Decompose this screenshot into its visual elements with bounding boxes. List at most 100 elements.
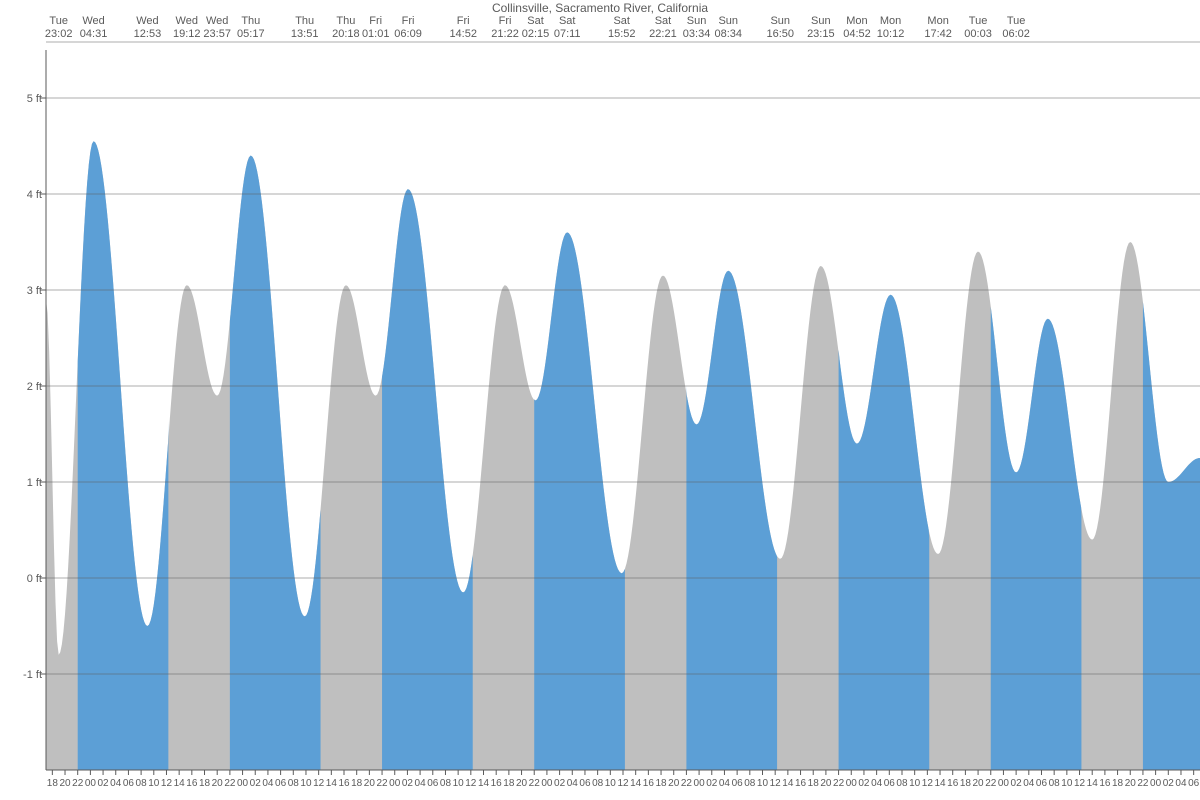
x-tick-label: 14 xyxy=(174,778,186,789)
y-axis-label: 5 ft xyxy=(27,93,42,105)
x-tick-label: 04 xyxy=(1175,778,1187,789)
extrema-day: Sun xyxy=(770,15,790,27)
x-tick-label: 06 xyxy=(123,778,135,789)
extrema-day: Sun xyxy=(718,15,738,27)
y-axis-label: 4 ft xyxy=(27,189,42,201)
x-tick-label: 12 xyxy=(617,778,629,789)
extrema-day: Mon xyxy=(880,15,901,27)
y-axis-label: 1 ft xyxy=(27,477,42,489)
x-tick-label: 20 xyxy=(212,778,224,789)
x-tick-label: 14 xyxy=(326,778,338,789)
extrema-time: 20:18 xyxy=(332,28,360,40)
extrema-day: Wed xyxy=(176,15,198,27)
extrema-day: Thu xyxy=(336,15,355,27)
extrema-time: 01:01 xyxy=(362,28,390,40)
x-tick-label: 06 xyxy=(427,778,439,789)
extrema-time: 22:21 xyxy=(649,28,677,40)
x-tick-label: 10 xyxy=(148,778,160,789)
x-tick-label: 10 xyxy=(453,778,465,789)
x-tick-label: 00 xyxy=(237,778,249,789)
extrema-time: 02:15 xyxy=(522,28,550,40)
extrema-time: 06:02 xyxy=(1002,28,1030,40)
extrema-day: Sat xyxy=(527,15,544,27)
x-tick-label: 20 xyxy=(668,778,680,789)
x-tick-label: 22 xyxy=(681,778,693,789)
x-tick-label: 10 xyxy=(300,778,312,789)
extrema-day: Fri xyxy=(457,15,470,27)
extrema-time: 13:51 xyxy=(291,28,319,40)
x-tick-label: 18 xyxy=(199,778,211,789)
extrema-time: 08:34 xyxy=(714,28,742,40)
extrema-day: Fri xyxy=(499,15,512,27)
extrema-day: Thu xyxy=(295,15,314,27)
extrema-time: 12:53 xyxy=(134,28,162,40)
x-tick-label: 08 xyxy=(592,778,604,789)
x-tick-label: 22 xyxy=(72,778,84,789)
extrema-time: 04:52 xyxy=(843,28,871,40)
y-axis-label: 3 ft xyxy=(27,285,42,297)
x-tick-label: 18 xyxy=(808,778,820,789)
x-tick-label: 12 xyxy=(313,778,325,789)
x-tick-label: 08 xyxy=(896,778,908,789)
x-tick-label: 18 xyxy=(960,778,972,789)
x-tick-label: 20 xyxy=(364,778,376,789)
x-tick-label: 10 xyxy=(1061,778,1073,789)
x-tick-label: 08 xyxy=(136,778,148,789)
x-tick-label: 18 xyxy=(351,778,363,789)
x-tick-label: 12 xyxy=(161,778,173,789)
x-tick-label: 08 xyxy=(440,778,452,789)
y-axis-label: 0 ft xyxy=(27,573,42,585)
x-tick-label: 02 xyxy=(1011,778,1023,789)
extrema-time: 23:15 xyxy=(807,28,835,40)
x-tick-label: 02 xyxy=(250,778,262,789)
x-tick-label: 20 xyxy=(59,778,71,789)
x-tick-label: 22 xyxy=(985,778,997,789)
extrema-time: 23:57 xyxy=(203,28,231,40)
x-tick-label: 02 xyxy=(858,778,870,789)
tide-area-day xyxy=(1143,289,1200,770)
x-tick-label: 10 xyxy=(757,778,769,789)
extrema-time: 10:12 xyxy=(877,28,905,40)
x-tick-label: 04 xyxy=(1023,778,1035,789)
x-tick-label: 02 xyxy=(706,778,718,789)
extrema-time: 07:11 xyxy=(554,28,581,40)
extrema-day: Sat xyxy=(655,15,672,27)
tide-area-day xyxy=(230,156,321,770)
tide-area-day xyxy=(78,141,169,770)
tide-area-day xyxy=(382,189,473,770)
chart-title: Collinsville, Sacramento River, Californ… xyxy=(492,1,708,15)
x-tick-label: 14 xyxy=(478,778,490,789)
extrema-time: 00:03 xyxy=(964,28,992,40)
x-tick-label: 14 xyxy=(782,778,794,789)
extrema-time: 17:42 xyxy=(924,28,952,40)
extrema-day: Sat xyxy=(613,15,630,27)
x-tick-label: 20 xyxy=(820,778,832,789)
tide-area-day xyxy=(534,232,625,770)
extrema-day: Tue xyxy=(1007,15,1026,27)
x-tick-label: 00 xyxy=(1150,778,1162,789)
extrema-day: Sun xyxy=(811,15,831,27)
x-tick-label: 12 xyxy=(1074,778,1086,789)
x-tick-label: 06 xyxy=(732,778,744,789)
extrema-time: 23:02 xyxy=(45,28,73,40)
x-tick-label: 16 xyxy=(491,778,503,789)
x-tick-label: 22 xyxy=(529,778,541,789)
x-tick-label: 20 xyxy=(1125,778,1137,789)
x-tick-label: 04 xyxy=(415,778,427,789)
x-tick-label: 22 xyxy=(1137,778,1149,789)
x-tick-label: 16 xyxy=(947,778,959,789)
tide-area-day xyxy=(991,295,1082,770)
x-tick-label: 16 xyxy=(338,778,350,789)
extrema-time: 16:50 xyxy=(766,28,794,40)
x-tick-label: 08 xyxy=(288,778,300,789)
x-tick-label: 16 xyxy=(643,778,655,789)
extrema-day: Tue xyxy=(969,15,988,27)
x-tick-label: 12 xyxy=(770,778,782,789)
x-tick-label: 08 xyxy=(1049,778,1061,789)
x-tick-label: 02 xyxy=(402,778,414,789)
x-tick-label: 18 xyxy=(655,778,667,789)
extrema-day: Mon xyxy=(927,15,948,27)
tide-chart: -1 ft0 ft1 ft2 ft3 ft4 ft5 ft18202200020… xyxy=(0,0,1200,800)
x-tick-label: 14 xyxy=(1087,778,1099,789)
x-tick-label: 04 xyxy=(567,778,579,789)
